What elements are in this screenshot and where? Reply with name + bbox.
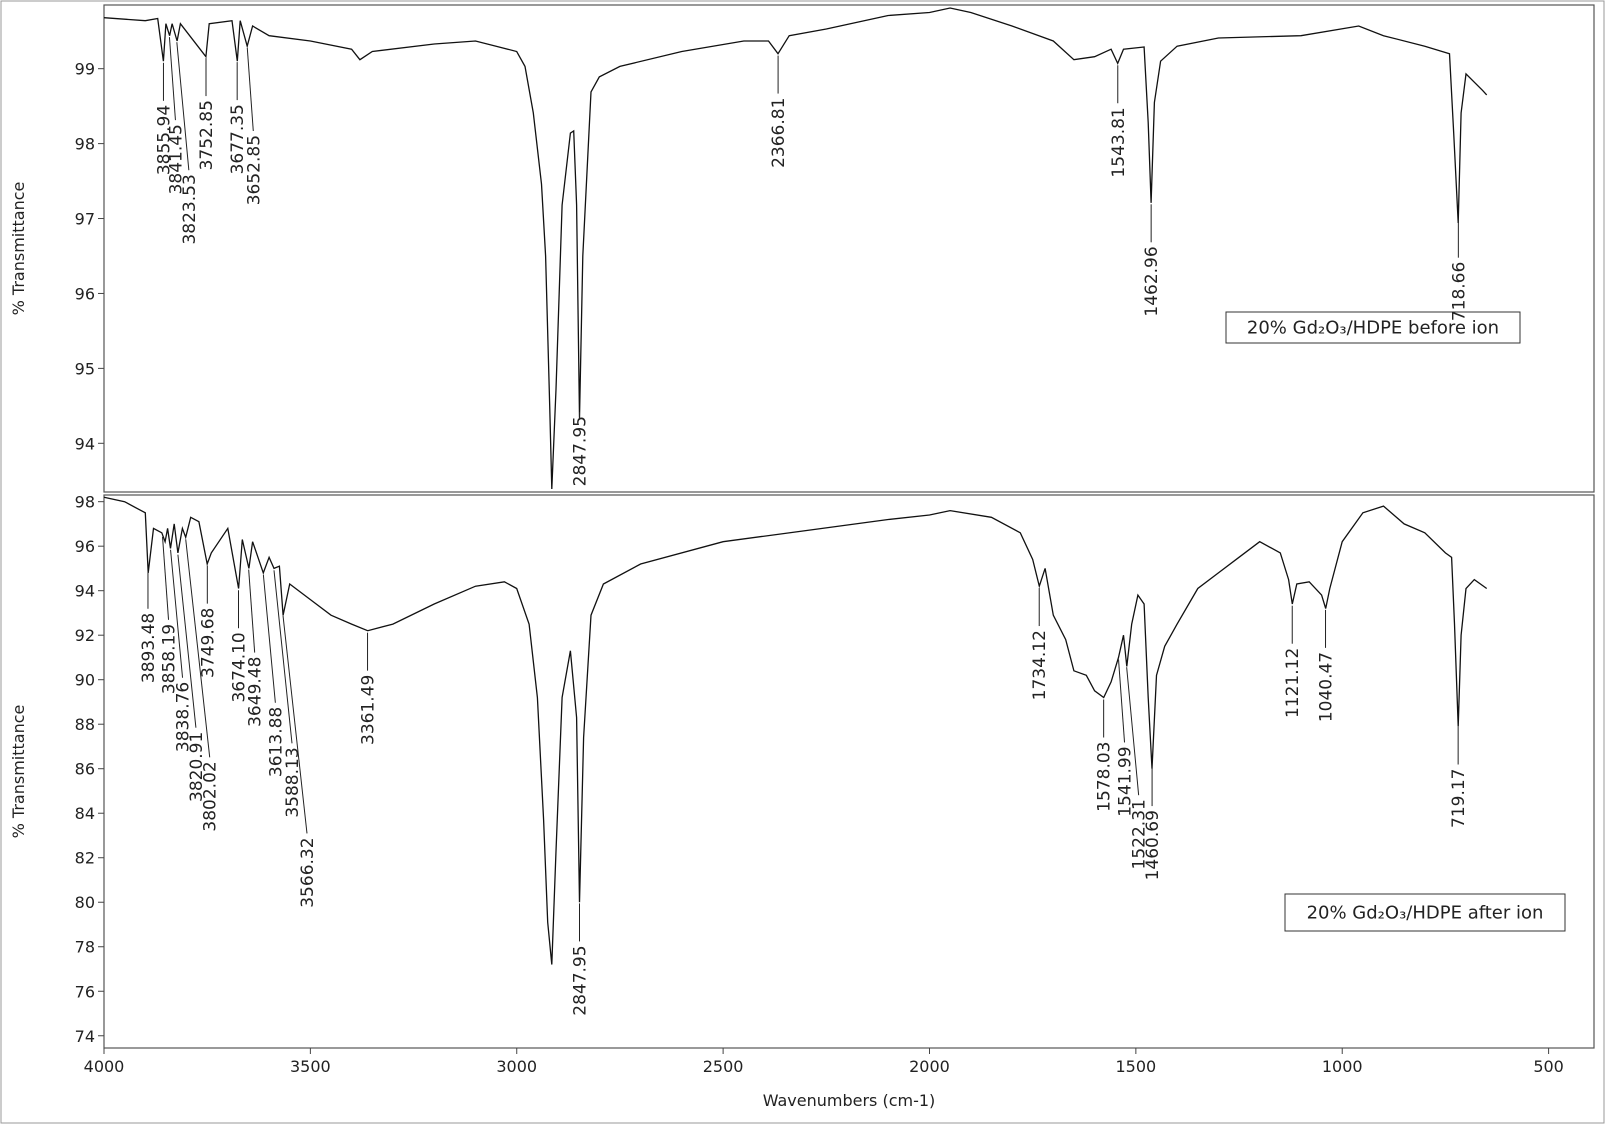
peak-label: 3820.91 <box>187 732 207 802</box>
peak-leader <box>185 539 211 758</box>
peak-label: 3588.13 <box>283 747 303 817</box>
y-tick-label: 95 <box>75 359 95 378</box>
y-tick-label: 78 <box>75 938 95 957</box>
y-axis-label: % Transmittance <box>9 705 28 839</box>
peak-leader <box>273 570 293 744</box>
legend-box <box>1284 893 1566 932</box>
peak-label: 2847.95 <box>570 945 590 1015</box>
peak-label: 1541.99 <box>1116 746 1136 816</box>
y-tick-label: 92 <box>75 626 95 645</box>
peak-leader <box>1126 667 1140 796</box>
y-axis-label: % Transmittance <box>9 182 28 316</box>
x-tick-label: 2500 <box>703 1057 744 1076</box>
y-tick-label: 90 <box>75 671 95 690</box>
peak-label: 719.17 <box>1449 769 1469 828</box>
peak-label: 1040.47 <box>1317 652 1337 722</box>
peak-label: 3841.45 <box>166 124 186 194</box>
peak-leader <box>1118 659 1126 743</box>
spectrum-line <box>103 496 1488 965</box>
peak-label: 3802.02 <box>201 761 221 831</box>
x-tick-label: 500 <box>1533 1057 1564 1076</box>
peak-label: 3361.49 <box>359 675 379 745</box>
peak-label: 3566.32 <box>298 837 318 907</box>
y-tick-label: 76 <box>75 982 95 1001</box>
x-tick-label: 2000 <box>909 1057 950 1076</box>
peak-label: 1578.03 <box>1095 741 1115 811</box>
plot-frame <box>103 4 1595 493</box>
x-tick-label: 4000 <box>84 1057 125 1076</box>
peak-leader <box>177 554 197 728</box>
y-tick-label: 82 <box>75 849 95 868</box>
x-tick-label: 1500 <box>1115 1057 1156 1076</box>
legend-box <box>1225 311 1521 344</box>
peak-label: 1121.12 <box>1283 648 1303 718</box>
plot-frame <box>103 494 1595 1049</box>
y-tick-label: 74 <box>75 1027 95 1046</box>
peak-label: 2847.95 <box>570 416 590 486</box>
legend-label: 20% Gd₂O₃/HDPE before ion <box>1247 318 1499 339</box>
peak-leader <box>176 42 190 171</box>
peak-label: 3674.10 <box>230 632 250 702</box>
peak-label: 1462.96 <box>1142 246 1162 316</box>
peak-label: 1522.31 <box>1130 799 1150 869</box>
y-tick-label: 98 <box>75 135 95 154</box>
y-tick-label: 94 <box>75 434 95 453</box>
peak-label: 3823.53 <box>180 174 200 244</box>
y-tick-label: 98 <box>75 493 95 512</box>
peak-leader <box>246 47 254 132</box>
peak-label: 1734.12 <box>1030 630 1050 700</box>
peak-label: 2366.81 <box>769 98 789 168</box>
spectrum-line <box>103 7 1488 490</box>
peak-label: 3613.88 <box>266 707 286 777</box>
legend-label: 20% Gd₂O₃/HDPE after ion <box>1307 903 1544 924</box>
y-tick-label: 99 <box>75 60 95 79</box>
peak-leader <box>162 536 170 620</box>
y-tick-label: 84 <box>75 804 95 823</box>
y-tick-label: 88 <box>75 715 95 734</box>
y-tick-label: 97 <box>75 210 95 229</box>
peak-label: 3838.76 <box>174 682 194 752</box>
x-tick-label: 1000 <box>1322 1057 1363 1076</box>
peak-label: 3652.85 <box>244 135 264 205</box>
y-tick-label: 96 <box>75 284 95 303</box>
peak-label: 718.66 <box>1449 262 1469 321</box>
y-tick-label: 80 <box>75 893 95 912</box>
y-tick-label: 96 <box>75 537 95 556</box>
peak-leader <box>262 574 276 703</box>
peak-label: 3752.85 <box>197 100 217 170</box>
peak-leader <box>248 569 256 653</box>
peak-label: 1460.69 <box>1143 810 1163 880</box>
peak-label: 3858.19 <box>160 624 180 694</box>
peak-leader <box>168 37 176 121</box>
peak-label: 3893.48 <box>139 613 159 683</box>
peak-label: 1543.81 <box>1109 107 1129 177</box>
x-axis-label: Wavenumbers (cm-1) <box>763 1091 936 1110</box>
peak-label: 3855.94 <box>154 105 174 175</box>
x-tick-label: 3500 <box>290 1057 331 1076</box>
y-tick-label: 86 <box>75 760 95 779</box>
peak-label: 3749.68 <box>198 608 218 678</box>
peak-label: 3677.35 <box>228 104 248 174</box>
y-tick-label: 94 <box>75 582 95 601</box>
peak-leader <box>282 615 308 834</box>
peak-leader <box>170 549 184 678</box>
peak-label: 3649.48 <box>246 657 266 727</box>
x-tick-label: 3000 <box>496 1057 537 1076</box>
